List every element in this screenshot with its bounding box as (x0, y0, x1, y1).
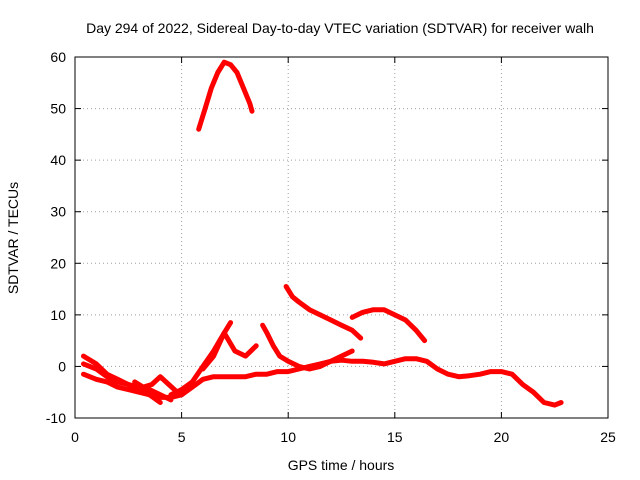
y-axis-label: SDTVAR / TECUs (5, 182, 21, 294)
plot-frame (74, 56, 609, 419)
grid (75, 57, 608, 418)
x-tick-label: 25 (600, 429, 616, 445)
series-line-arc-rise-b (200, 330, 259, 372)
y-tick-label: 40 (50, 152, 66, 168)
series-line-arc-mid (260, 322, 355, 372)
x-tick-label: 0 (71, 429, 79, 445)
tick-labels: 0 5 10 15 20 25 -10 0 10 20 30 40 50 60 (46, 49, 616, 445)
y-tick-label: -10 (46, 410, 66, 426)
chart-title: Day 294 of 2022, Sidereal Day-to-day VTE… (86, 20, 594, 36)
y-tick-label: 0 (58, 358, 66, 374)
series-line-arc-peak (196, 59, 255, 132)
x-tick-label: 20 (494, 429, 510, 445)
x-axis-label: GPS time / hours (288, 457, 395, 473)
series-layer (81, 59, 564, 408)
series-line-arc-high-b (349, 307, 428, 344)
x-tick-label: 10 (280, 429, 296, 445)
y-tick-label: 10 (50, 307, 66, 323)
x-tick-label: 5 (178, 429, 186, 445)
y-tick-label: 50 (50, 101, 66, 117)
axis-ticks (74, 56, 609, 419)
series-line-arc-high-a (283, 284, 364, 341)
y-tick-label: 30 (50, 204, 66, 220)
y-tick-label: 60 (50, 49, 66, 65)
y-tick-label: 20 (50, 255, 66, 271)
x-tick-label: 15 (387, 429, 403, 445)
series-line-arc-start-b (81, 361, 163, 405)
